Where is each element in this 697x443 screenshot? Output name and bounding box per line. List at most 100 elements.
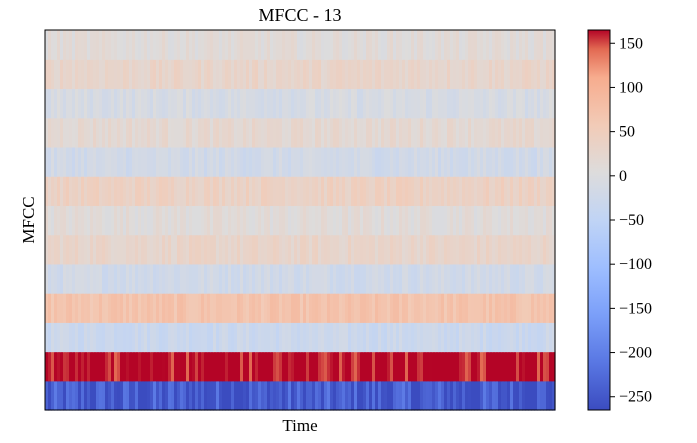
heatmap-cell (117, 146, 121, 177)
heatmap-cell (540, 380, 544, 411)
heatmap-cell (219, 205, 223, 236)
heatmap-cell (471, 59, 475, 90)
heatmap-cell (279, 117, 283, 148)
heatmap-cell (126, 205, 130, 236)
heatmap-cell (348, 117, 352, 148)
heatmap-cell (258, 30, 262, 60)
heatmap-cell (198, 30, 202, 60)
heatmap-cell (144, 263, 148, 294)
heatmap-cell (348, 146, 352, 177)
heatmap-cell (360, 146, 364, 177)
heatmap-cell (399, 263, 403, 294)
heatmap-cell (318, 263, 322, 294)
heatmap-cell (441, 351, 445, 382)
heatmap-cell (480, 176, 484, 206)
heatmap-cell (510, 117, 514, 148)
heatmap-cell (84, 146, 88, 177)
heatmap-cell (405, 59, 409, 90)
heatmap-cell (345, 351, 349, 382)
heatmap-cell (144, 59, 148, 90)
heatmap-cell (168, 263, 172, 294)
heatmap-cell (543, 176, 547, 206)
heatmap-cell (252, 146, 256, 177)
heatmap-cell (312, 117, 316, 148)
heatmap-cell (546, 234, 550, 265)
heatmap-cell (132, 88, 136, 119)
heatmap-cell (78, 59, 82, 90)
heatmap-cell (525, 59, 529, 90)
heatmap-cell (531, 380, 535, 411)
heatmap-cell (534, 176, 538, 206)
heatmap-cell (201, 117, 205, 148)
heatmap-cell (99, 176, 103, 206)
heatmap-cell (90, 293, 94, 323)
heatmap-cell (546, 263, 550, 294)
heatmap-cell (78, 88, 82, 119)
heatmap-cell (447, 263, 451, 294)
heatmap-cell (474, 88, 478, 119)
heatmap-cell (192, 380, 196, 411)
heatmap-cell (294, 380, 298, 411)
heatmap-cell (519, 88, 523, 119)
colorbar-tick-label: 100 (619, 79, 643, 96)
heatmap-cell (108, 234, 112, 265)
heatmap-cell (474, 30, 478, 60)
heatmap-cell (111, 263, 115, 294)
heatmap-cell (351, 322, 355, 353)
heatmap-cell (201, 205, 205, 236)
heatmap-cell (474, 176, 478, 206)
heatmap-cell (228, 117, 232, 148)
heatmap-cell (207, 117, 211, 148)
heatmap-cell (291, 117, 295, 148)
heatmap-cell (249, 205, 253, 236)
heatmap-cell (438, 146, 442, 177)
heatmap-cell (69, 322, 73, 353)
heatmap-cell (390, 234, 394, 265)
heatmap-cell (321, 30, 325, 60)
heatmap-cell (297, 88, 301, 119)
heatmap-cell (240, 234, 244, 265)
heatmap-cell (327, 380, 331, 411)
heatmap-cell (504, 146, 508, 177)
heatmap-cell (471, 205, 475, 236)
heatmap-cell (393, 263, 397, 294)
heatmap-cell (183, 59, 187, 90)
heatmap-cell (360, 351, 364, 382)
heatmap-cell (174, 88, 178, 119)
heatmap-cell (534, 59, 538, 90)
heatmap-cell (285, 234, 289, 265)
heatmap-cell (243, 88, 247, 119)
heatmap-cell (138, 263, 142, 294)
heatmap-cell (213, 117, 217, 148)
heatmap-cell (372, 30, 376, 60)
heatmap-cell (66, 88, 70, 119)
heatmap-cell (234, 322, 238, 353)
heatmap-cell (534, 380, 538, 411)
heatmap-cell (273, 88, 277, 119)
heatmap-cell (240, 205, 244, 236)
heatmap-cell (126, 146, 130, 177)
heatmap-cell (372, 88, 376, 119)
heatmap-cell (360, 234, 364, 265)
heatmap-cell (414, 234, 418, 265)
heatmap-cell (177, 234, 181, 265)
heatmap-cell (105, 176, 109, 206)
heatmap-cell (171, 176, 175, 206)
heatmap-cell (435, 146, 439, 177)
heatmap-cell (417, 263, 421, 294)
heatmap-cell (387, 146, 391, 177)
heatmap-cell (228, 351, 232, 382)
heatmap-cell (165, 351, 169, 382)
heatmap-cell (459, 176, 463, 206)
heatmap-cell (249, 59, 253, 90)
heatmap-cell (477, 293, 481, 323)
heatmap-cell (450, 380, 454, 411)
heatmap-cell (447, 146, 451, 177)
heatmap-cell (252, 263, 256, 294)
heatmap-cell (552, 30, 556, 60)
heatmap-cell (486, 205, 490, 236)
heatmap-cell (432, 146, 436, 177)
heatmap-cell (354, 234, 358, 265)
heatmap-cell (93, 234, 97, 265)
heatmap-cell (417, 351, 421, 382)
